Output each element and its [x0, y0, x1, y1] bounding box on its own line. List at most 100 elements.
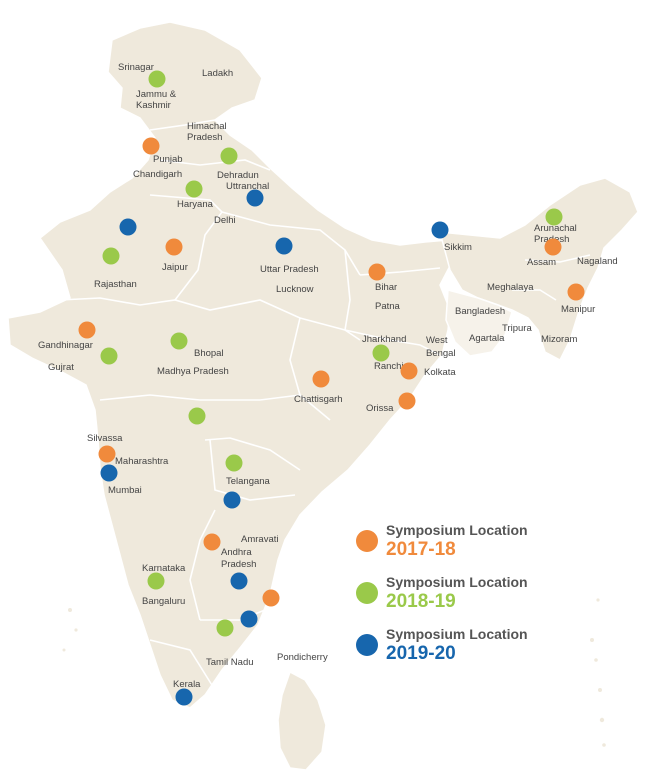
- region-label: Ranchi: [374, 361, 404, 372]
- legend-title: Symposium Location: [386, 626, 528, 642]
- region-label: Jammu &: [136, 89, 177, 100]
- symposium-marker-2019-20[interactable]: [431, 221, 449, 239]
- region-label: Nagaland: [577, 256, 618, 267]
- region-label: Chandigarh: [133, 169, 182, 180]
- region-label: Haryana: [177, 199, 214, 210]
- region-label: Andhra: [221, 547, 252, 558]
- legend-year: 2018-19: [386, 591, 456, 612]
- region-label: Patna: [375, 301, 401, 312]
- symposium-marker-2017-18[interactable]: [567, 283, 585, 301]
- region-label: Telangana: [226, 476, 271, 487]
- region-label: Uttranchal: [226, 181, 269, 192]
- symposium-marker-2018-19[interactable]: [185, 180, 203, 198]
- region-label: Rajasthan: [94, 279, 137, 290]
- legend-item-2019-20: Symposium Location 2019-20: [356, 624, 556, 676]
- symposium-marker-2019-20[interactable]: [246, 189, 264, 207]
- symposium-marker-2017-18[interactable]: [312, 370, 330, 388]
- region-label: Mumbai: [108, 485, 142, 496]
- region-label: Bhopal: [194, 348, 224, 359]
- region-label: Punjab: [153, 154, 183, 165]
- land-shapes: [7, 21, 639, 771]
- region-label: Chattisgarh: [294, 394, 343, 405]
- region-label: Bengal: [426, 348, 456, 359]
- legend-title: Symposium Location: [386, 522, 528, 538]
- symposium-marker-2018-19[interactable]: [100, 347, 118, 365]
- region-label: Himachal: [187, 121, 227, 132]
- symposium-marker-2018-19[interactable]: [102, 247, 120, 265]
- region-label: Lucknow: [276, 284, 314, 295]
- region-label: Meghalaya: [487, 282, 534, 293]
- symposium-marker-2018-19[interactable]: [372, 344, 390, 362]
- region-label: Ladakh: [202, 68, 233, 79]
- symposium-marker-2017-18[interactable]: [368, 263, 386, 281]
- region-label: Tripura: [502, 323, 532, 334]
- region-label: Bihar: [375, 282, 397, 293]
- region-label: Karnataka: [142, 563, 186, 574]
- region-label: Bangaluru: [142, 596, 185, 607]
- bangladesh-area: [445, 289, 513, 357]
- symposium-marker-2019-20[interactable]: [240, 610, 258, 628]
- legend-title: Symposium Location: [386, 574, 528, 590]
- symposium-marker-2018-19[interactable]: [170, 332, 188, 350]
- region-label: Srinagar: [118, 62, 154, 73]
- symposium-marker-2019-20[interactable]: [223, 491, 241, 509]
- symposium-marker-2019-20[interactable]: [275, 237, 293, 255]
- symposium-marker-2019-20[interactable]: [230, 572, 248, 590]
- region-label: Kerala: [173, 679, 201, 690]
- symposium-marker-2017-18[interactable]: [142, 137, 160, 155]
- region-label: Jaipur: [162, 262, 188, 273]
- symposium-marker-2017-18[interactable]: [203, 533, 221, 551]
- region-label: Agartala: [469, 333, 505, 344]
- legend-year: 2017-18: [386, 539, 456, 560]
- symposium-marker-2017-18[interactable]: [400, 362, 418, 380]
- symposium-marker-2018-19[interactable]: [225, 454, 243, 472]
- region-label: Sikkim: [444, 242, 472, 253]
- region-label: Orissa: [366, 403, 394, 414]
- region-label: Jharkhand: [362, 334, 406, 345]
- symposium-marker-2018-19[interactable]: [216, 619, 234, 637]
- legend-dot-2017-18: [356, 530, 378, 552]
- india-mainland: [7, 21, 453, 709]
- symposium-marker-2018-19[interactable]: [220, 147, 238, 165]
- symposium-marker-2017-18[interactable]: [544, 238, 562, 256]
- symposium-marker-2019-20[interactable]: [119, 218, 137, 236]
- region-label: Bangladesh: [455, 306, 505, 317]
- region-label: West: [426, 335, 448, 346]
- region-label: Amravati: [241, 534, 278, 545]
- region-label: Pradesh: [187, 132, 222, 143]
- symposium-marker-2017-18[interactable]: [98, 445, 116, 463]
- region-label: Tamil Nadu: [206, 657, 254, 668]
- state-borders: [59, 119, 591, 691]
- region-label: Kolkata: [424, 367, 456, 378]
- legend-dot-2019-20: [356, 634, 378, 656]
- region-label: Arunachal: [534, 223, 577, 234]
- region-label: Kashmir: [136, 100, 171, 111]
- region-label: Maharashtra: [115, 456, 169, 467]
- region-label: Dehradun: [217, 170, 259, 181]
- region-label: Delhi: [214, 215, 236, 226]
- region-label: Assam: [527, 257, 556, 268]
- region-label: Gujrat: [48, 362, 74, 373]
- symposium-marker-2017-18[interactable]: [398, 392, 416, 410]
- symposium-marker-2018-19[interactable]: [148, 70, 166, 88]
- region-label: Pradesh: [221, 559, 256, 570]
- symposium-marker-2017-18[interactable]: [262, 589, 280, 607]
- symposium-marker-2018-19[interactable]: [545, 208, 563, 226]
- legend-item-2018-19: Symposium Location 2018-19: [356, 572, 556, 624]
- symposium-marker-2018-19[interactable]: [147, 572, 165, 590]
- symposium-marker-2018-19[interactable]: [188, 407, 206, 425]
- symposium-marker-2019-20[interactable]: [100, 464, 118, 482]
- legend-dot-2018-19: [356, 582, 378, 604]
- symposium-marker-2019-20[interactable]: [175, 688, 193, 706]
- symposium-markers: [78, 70, 585, 706]
- symposium-marker-2017-18[interactable]: [78, 321, 96, 339]
- region-label: Silvassa: [87, 433, 123, 444]
- region-label: Manipur: [561, 304, 595, 315]
- region-label: Uttar Pradesh: [260, 264, 319, 275]
- symposium-marker-2017-18[interactable]: [165, 238, 183, 256]
- legend: Symposium Location 2017-18 Symposium Loc…: [356, 520, 556, 676]
- region-label: Mizoram: [541, 334, 578, 345]
- islands: [62, 598, 606, 747]
